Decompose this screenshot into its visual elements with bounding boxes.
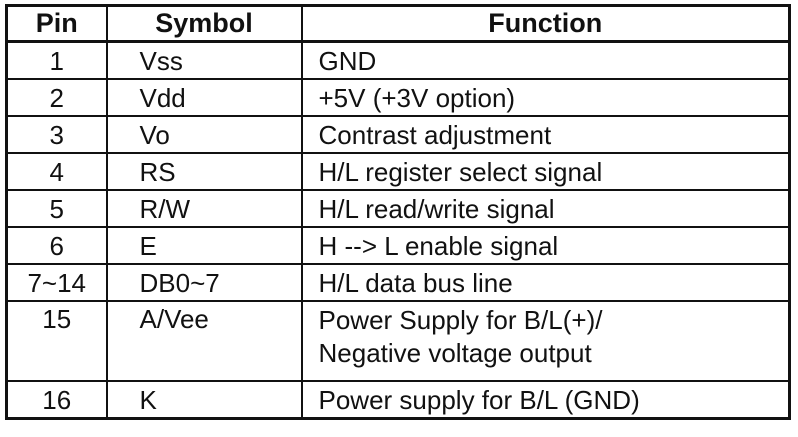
symbol-cell: E — [105, 226, 303, 265]
symbol-cell: RS — [105, 152, 303, 191]
function-cell: Power Supply for B/L(+)/Negative voltage… — [300, 300, 791, 382]
header-cell: Pin — [5, 4, 108, 43]
symbol-cell: Vo — [105, 115, 303, 154]
symbol-cell: R/W — [105, 189, 303, 228]
header-cell: Function — [300, 4, 791, 43]
table-body: 1 Vss GND 2 Vdd +5V (+3V option) 3 Vo Contrast a… — [5, 40, 791, 420]
symbol-cell: Vss — [105, 40, 303, 80]
function-cell: H/L data bus line — [300, 263, 791, 302]
symbol-cell: K — [105, 380, 303, 420]
table-row: 15 A/Vee Power Supply for B/L(+)/Negative … — [5, 300, 791, 382]
function-cell: +5V (+3V option) — [300, 78, 791, 117]
function-cell: Contrast adjustment — [300, 115, 791, 154]
pin-cell: 4 — [5, 152, 108, 191]
pin-cell: 16 — [5, 380, 108, 420]
pin-cell: 2 — [5, 78, 108, 117]
pin-cell: 3 — [5, 115, 108, 154]
function-cell: GND — [300, 40, 791, 80]
table-row: 4 RS H/L register select signal — [5, 152, 791, 191]
function-cell: H/L register select signal — [300, 152, 791, 191]
function-cell: H/L read/write signal — [300, 189, 791, 228]
pin-cell: 15 — [5, 300, 108, 382]
text-line: Power Supply for B/L(+)/ — [318, 305, 603, 335]
function-cell: H --> L enable signal — [300, 226, 791, 265]
symbol-cell: DB0~7 — [105, 263, 303, 302]
table-row: 1 Vss GND — [5, 40, 791, 80]
function-cell: Power supply for B/L (GND) — [300, 380, 791, 420]
table-row: 2 Vdd +5V (+3V option) — [5, 78, 791, 117]
table-row: 5 R/W H/L read/write signal — [5, 189, 791, 228]
header-row: Pin Symbol Function — [5, 4, 791, 43]
table-row: 16 K Power supply for B/L (GND) — [5, 380, 791, 420]
pin-cell: 5 — [5, 189, 108, 228]
pin-table: Pin Symbol Function 1 Vss GND 2 Vdd +5V (+3V … — [5, 4, 791, 420]
pin-cell: 7~14 — [5, 263, 108, 302]
pin-cell: 1 — [5, 40, 108, 80]
table-row: 7~14 DB0~7 H/L data bus line — [5, 263, 791, 302]
pin-cell: 6 — [5, 226, 108, 265]
header-cell: Symbol — [105, 4, 303, 43]
text-line: Negative voltage output — [318, 338, 592, 368]
symbol-cell: Vdd — [105, 78, 303, 117]
symbol-cell: A/Vee — [105, 300, 303, 382]
table-row: 3 Vo Contrast adjustment — [5, 115, 791, 154]
